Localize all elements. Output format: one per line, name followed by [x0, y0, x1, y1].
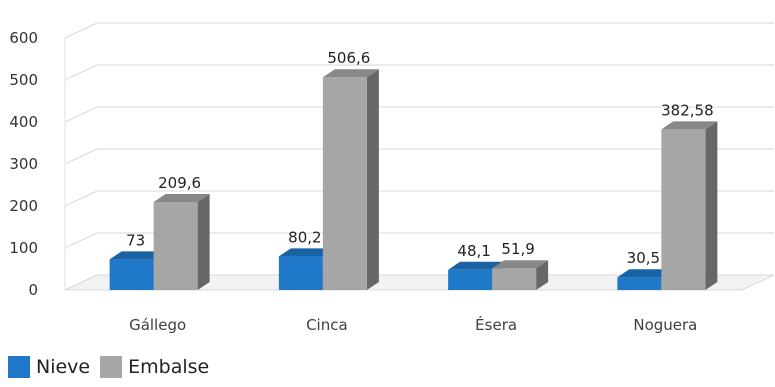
- data-label: 51,9: [501, 240, 534, 258]
- gridline: [64, 106, 774, 123]
- gridline: [64, 190, 774, 207]
- grid-layer: [64, 22, 775, 291]
- legend-swatch-nieve: [8, 356, 30, 378]
- x-category-label: Ésera: [475, 315, 517, 334]
- bar-embalse-1: [322, 69, 379, 290]
- y-tick-label: 600: [9, 29, 38, 47]
- legend-swatch-embalse: [100, 356, 123, 378]
- gridline: [64, 148, 774, 165]
- bar-side: [705, 121, 718, 290]
- x-category-label: Gállego: [129, 316, 186, 334]
- bar-side: [366, 69, 379, 290]
- bar-front: [661, 129, 706, 290]
- bar-embalse-3: [661, 121, 718, 290]
- label-layer: 73 209,6 80,2 506,6 48,1 51,9 30,5 382,58: [126, 49, 714, 267]
- data-label: 80,2: [288, 228, 321, 246]
- gridline: [64, 232, 774, 249]
- legend-item-nieve: Nieve: [8, 356, 90, 378]
- x-category-label: Cinca: [306, 316, 348, 334]
- bar-front: [322, 77, 367, 290]
- bar-top: [661, 121, 718, 130]
- legend: Nieve Embalse: [8, 356, 219, 378]
- gridline: [64, 274, 774, 291]
- bar-side: [197, 193, 210, 290]
- chart-canvas: 0 100 200 300 400 500 600 Gállego Cinca Ésera Nogu…: [9, 22, 775, 334]
- data-label: 30,5: [627, 249, 660, 267]
- bar-top: [617, 269, 674, 278]
- bar-front: [153, 201, 198, 290]
- data-label: 209,6: [158, 174, 201, 192]
- bar-top: [322, 69, 379, 78]
- gridline: [64, 64, 774, 81]
- bar-top: [109, 251, 166, 260]
- bar-embalse-2: [492, 260, 549, 290]
- legend-item-embalse: Embalse: [100, 356, 209, 378]
- data-label: 73: [126, 231, 145, 249]
- y-tick-label: 200: [9, 197, 38, 215]
- bar-embalse-0: [153, 193, 210, 290]
- bar-layer: [109, 69, 718, 290]
- bar-top: [448, 261, 505, 270]
- y-tick-label: 500: [9, 71, 38, 89]
- bar-top: [278, 248, 335, 257]
- data-label: 506,6: [327, 49, 370, 67]
- y-tick-label: 400: [9, 113, 38, 131]
- gridline: [64, 22, 774, 39]
- bar-front: [109, 259, 154, 290]
- bar-front: [448, 269, 493, 290]
- legend-label-nieve: Nieve: [36, 356, 91, 378]
- y-tick-label: 100: [9, 239, 38, 257]
- data-label: 48,1: [457, 242, 490, 260]
- axis-layer: 0 100 200 300 400 500 600 Gállego Cinca Ésera Nogu…: [9, 29, 697, 334]
- y-tick-label: 0: [28, 281, 38, 299]
- data-label: 382,58: [661, 101, 714, 119]
- y-tick-label: 300: [9, 155, 38, 173]
- bar-top: [492, 260, 549, 269]
- bar-side: [536, 260, 549, 290]
- bar-front: [492, 268, 537, 290]
- x-category-label: Noguera: [633, 316, 697, 334]
- bar-front: [617, 277, 662, 290]
- bar-top: [153, 193, 210, 202]
- legend-label-embalse: Embalse: [128, 356, 210, 378]
- bar-front: [278, 256, 323, 290]
